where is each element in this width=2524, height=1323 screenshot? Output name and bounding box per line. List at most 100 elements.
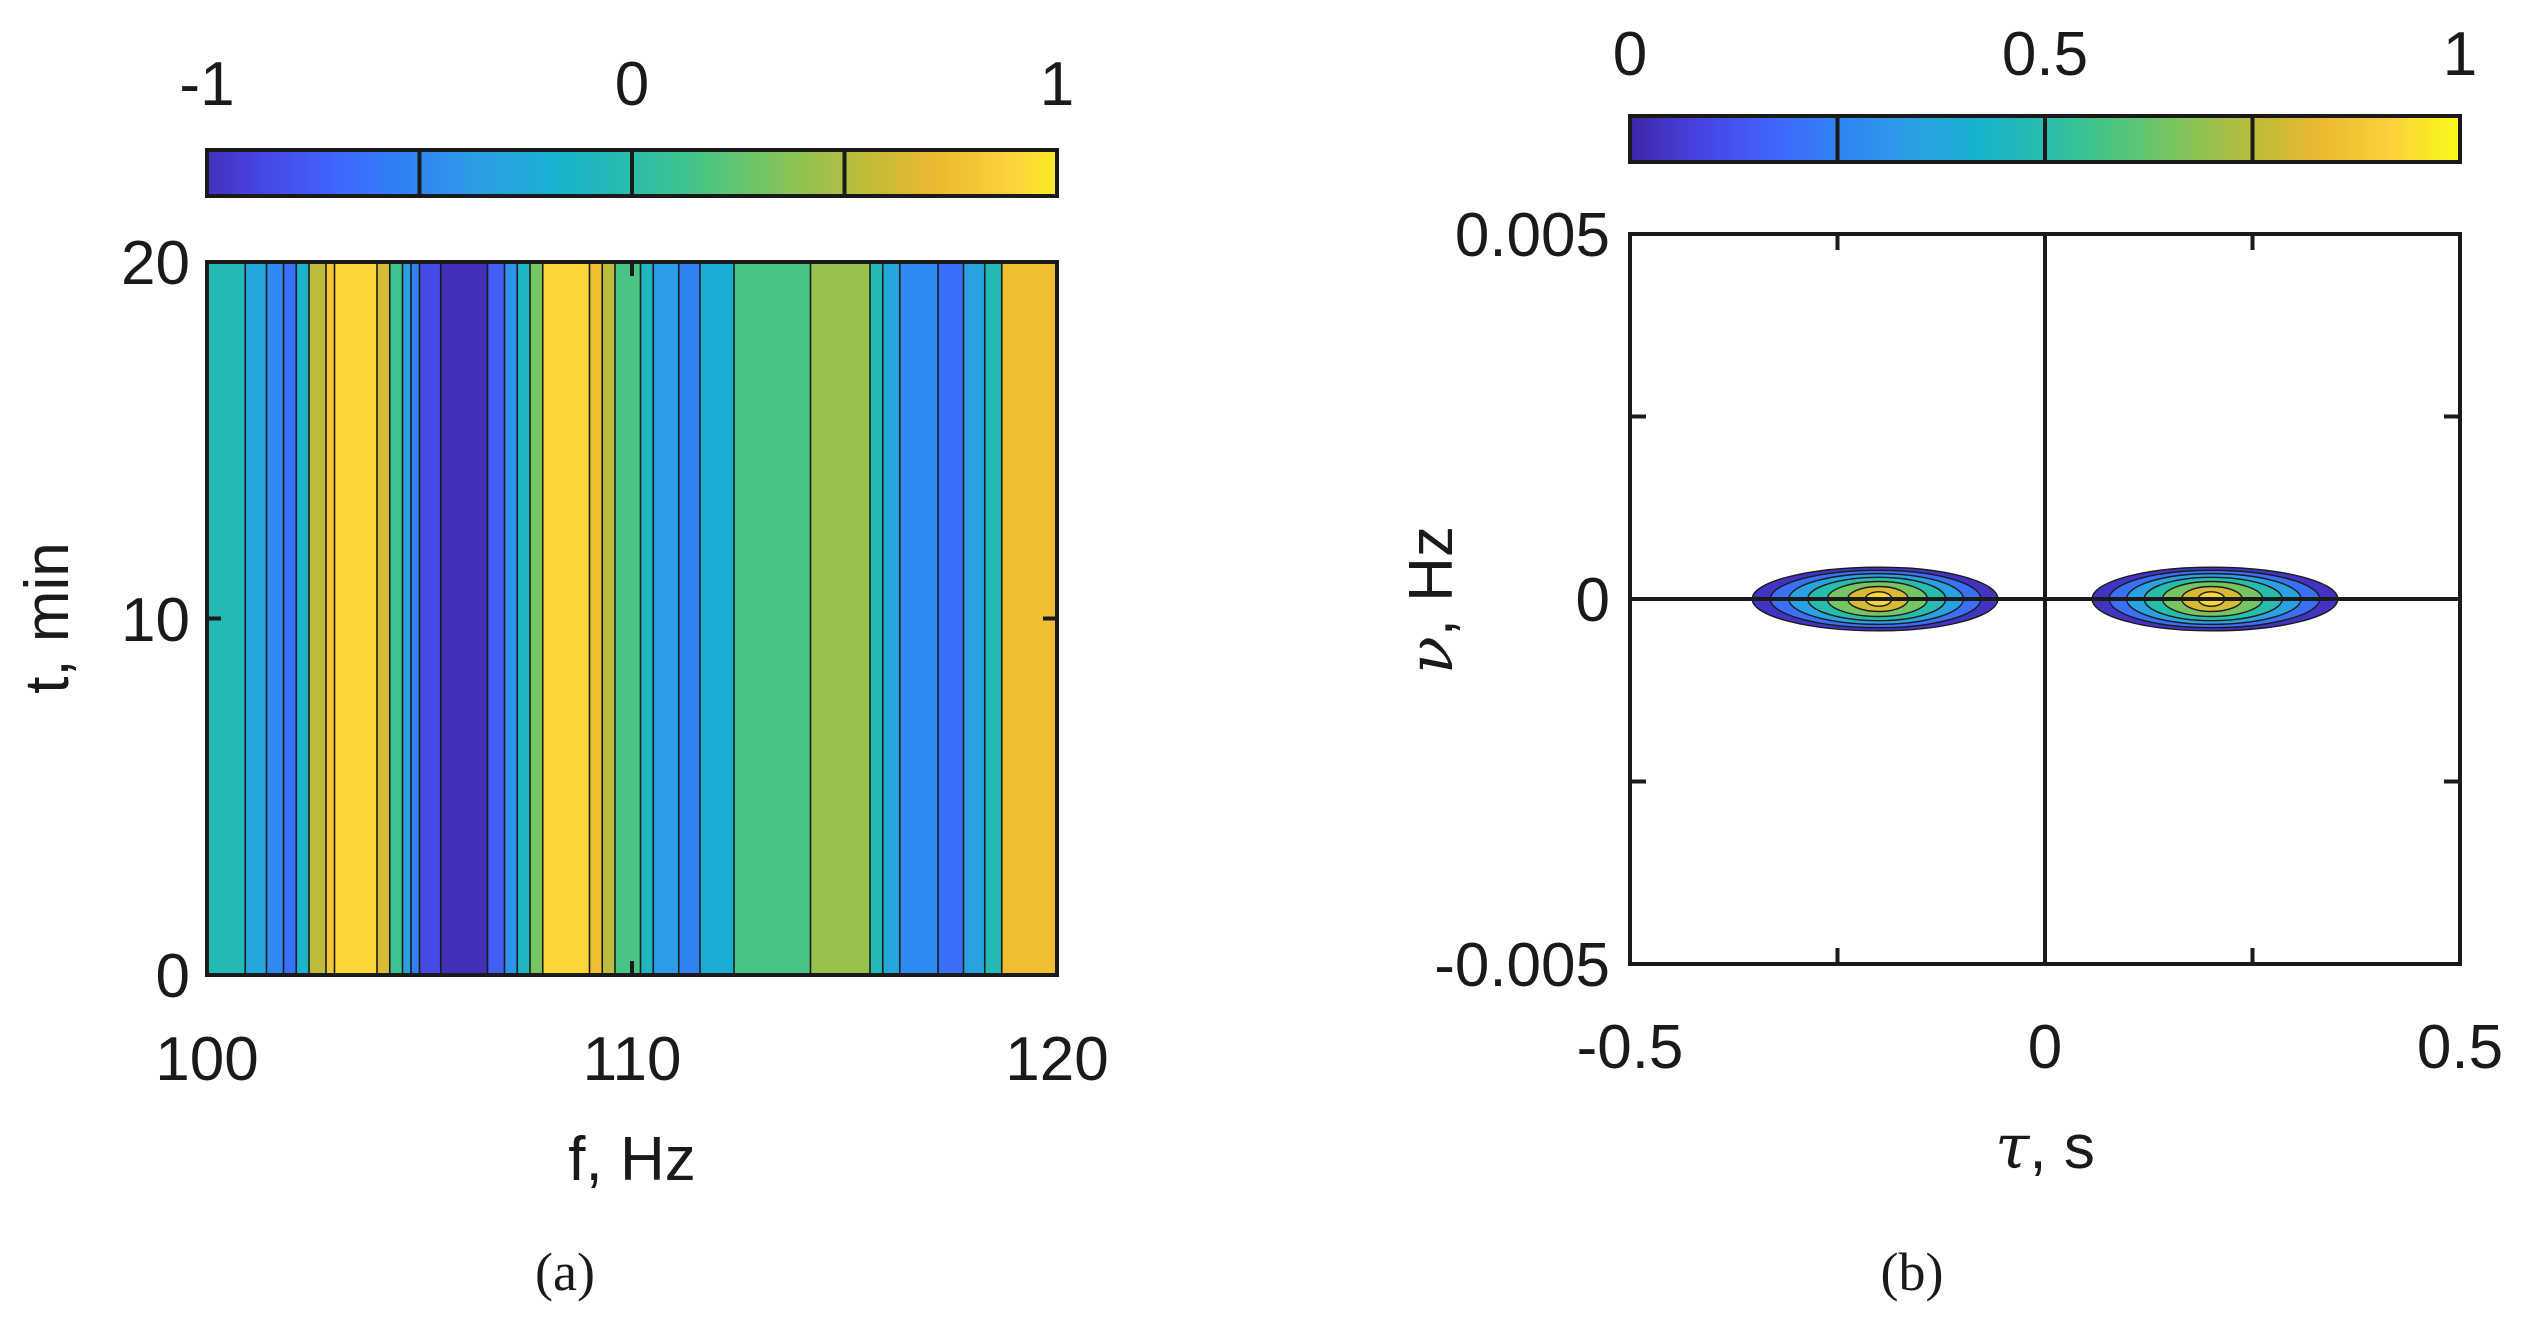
heatmap-band — [962, 261, 987, 976]
colorbar-b-segment — [1696, 116, 1702, 162]
colorbar-b-segment — [1659, 116, 1664, 162]
colorbar-a-segment — [691, 150, 697, 196]
colorbar-a-segment — [343, 150, 349, 196]
colorbar-a-segment — [496, 150, 502, 196]
colorbar-a-segment — [759, 150, 765, 196]
colorbar-b-segment — [2302, 116, 2308, 162]
colorbar-a-segment — [810, 150, 816, 196]
colorbar-a-segment — [368, 150, 374, 196]
heatmap-band — [614, 261, 642, 976]
colorbar-b-segment — [2343, 116, 2349, 162]
colorbar-b-segment — [2190, 116, 2196, 162]
colorbar-a-segment — [445, 150, 451, 196]
colorbar-b-segment — [1845, 116, 1851, 162]
colorbar-a-segment — [950, 150, 956, 196]
colorbar-b-segment — [1804, 116, 1810, 162]
colorbar-b-segment — [2256, 116, 2262, 162]
colorbar-b-segment — [2323, 116, 2328, 162]
colorbar-a-segment — [309, 150, 315, 196]
colorbar-b-segment — [1667, 116, 1673, 162]
x-axis-label-a: f, Hz — [568, 1125, 695, 1194]
colorbar-b-segment — [2389, 116, 2395, 162]
x-tick-label-a: 120 — [1005, 1025, 1108, 1094]
colorbar-b-segment — [2198, 116, 2204, 162]
colorbar-a-segment — [542, 150, 548, 196]
colorbar-a-segment — [398, 150, 404, 196]
colorbar-b-segment — [1634, 116, 1640, 162]
colorbar-b-segment — [2447, 116, 2453, 162]
colorbar-b-segment — [1941, 116, 1947, 162]
colorbar-b-segment — [1812, 116, 1818, 162]
x-axis-symbol-b: τ — [1995, 1110, 2031, 1183]
colorbar-b-segment — [2401, 116, 2407, 162]
colorbar-b: 0 0.5 1 — [1613, 20, 2477, 164]
heatmap-band — [265, 261, 285, 976]
colorbar-b-segment — [1642, 116, 1648, 162]
colorbar-b-segment — [2206, 116, 2212, 162]
colorbar-a-segment — [746, 150, 752, 196]
colorbar-b-segment — [2231, 116, 2237, 162]
colorbar-a-segment — [470, 150, 476, 196]
colorbar-b-segment — [2360, 116, 2366, 162]
colorbar-b-segment — [2157, 116, 2162, 162]
colorbar-a-segment — [466, 150, 472, 196]
colorbar-b-segment — [2331, 116, 2337, 162]
colorbar-b-segment — [1970, 116, 1976, 162]
colorbar-a-segment — [372, 150, 378, 196]
colorbar-a-segment — [619, 150, 625, 196]
colorbar-a-segment — [674, 150, 680, 196]
colorbar-a-segment — [241, 150, 247, 196]
colorbar-a-segment — [857, 150, 863, 196]
colorbar-a-segment — [891, 150, 897, 196]
colorbar-b-segment — [2173, 116, 2179, 162]
heatmap-band — [541, 261, 591, 976]
colorbar-b-segment — [1646, 116, 1652, 162]
colorbar-b-tick-label: 1 — [2443, 20, 2477, 89]
colorbar-a-segment — [530, 150, 536, 196]
colorbar-a-segment — [262, 150, 268, 196]
colorbar-b-segment — [2045, 116, 2050, 162]
heatmap-band — [333, 261, 379, 976]
colorbar-a-tick-label: 0 — [615, 50, 649, 119]
plot-area-a: 100 110 120 0 10 20 f, Hz t, min — [13, 229, 1109, 1194]
y-tick-label-b: -0.005 — [1434, 931, 1610, 1000]
colorbar-b-segment — [1879, 116, 1884, 162]
colorbar-b-segment — [1908, 116, 1913, 162]
heatmap-band — [516, 261, 532, 976]
colorbar-a-segment — [377, 150, 383, 196]
colorbar-a-segment — [457, 150, 463, 196]
colorbar-a-segment — [819, 150, 825, 196]
colorbar-a-segment — [559, 150, 565, 196]
colorbar-b-segment — [2011, 116, 2017, 162]
colorbar-b-segment — [2410, 116, 2416, 162]
colorbar-a-segment — [462, 150, 468, 196]
colorbar-a-segment — [772, 150, 778, 196]
colorbar-a-segment — [287, 150, 293, 196]
colorbar-a-segment — [972, 150, 978, 196]
heatmap-band — [503, 261, 519, 976]
colorbar-a-segment — [904, 150, 910, 196]
colorbar-b-segment — [1630, 116, 1635, 162]
colorbar-b-segment — [2244, 116, 2250, 162]
y-tick-label-a: 20 — [121, 229, 190, 298]
heatmap-band — [244, 261, 268, 976]
colorbar-b-segment — [2364, 116, 2370, 162]
colorbar-b-segment — [2181, 116, 2187, 162]
colorbar-b-segment — [2024, 116, 2030, 162]
colorbar-a-segment — [657, 150, 663, 196]
colorbar-a-segment — [661, 150, 667, 196]
colorbar-a-segment — [275, 150, 281, 196]
colorbar-a-frame — [205, 148, 1059, 198]
colorbar-b-segment — [1949, 116, 1955, 162]
caption-b: (b) — [1881, 1242, 1944, 1302]
heatmap-band — [401, 261, 413, 976]
colorbar-b-segment — [2414, 116, 2420, 162]
colorbar-b-segment — [2227, 116, 2233, 162]
colorbar-a-segment — [598, 150, 604, 196]
colorbar-a-segment — [453, 150, 459, 196]
colorbar-a-segment — [1010, 150, 1016, 196]
colorbar-a-segment — [593, 150, 599, 196]
colorbar-b-segment — [2082, 116, 2088, 162]
colorbar-a-segment — [1048, 150, 1054, 196]
colorbar-b-segment — [2406, 116, 2411, 162]
